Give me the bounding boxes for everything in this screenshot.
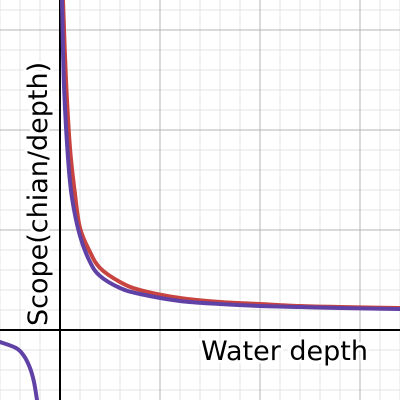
series-line-2: [60, 0, 400, 311]
x-axis-label: Water depth: [201, 336, 368, 367]
y-axis-label: Scope(chian/depth): [23, 62, 54, 326]
series-line-1: [61, 0, 400, 310]
series-line-2: [0, 340, 39, 400]
